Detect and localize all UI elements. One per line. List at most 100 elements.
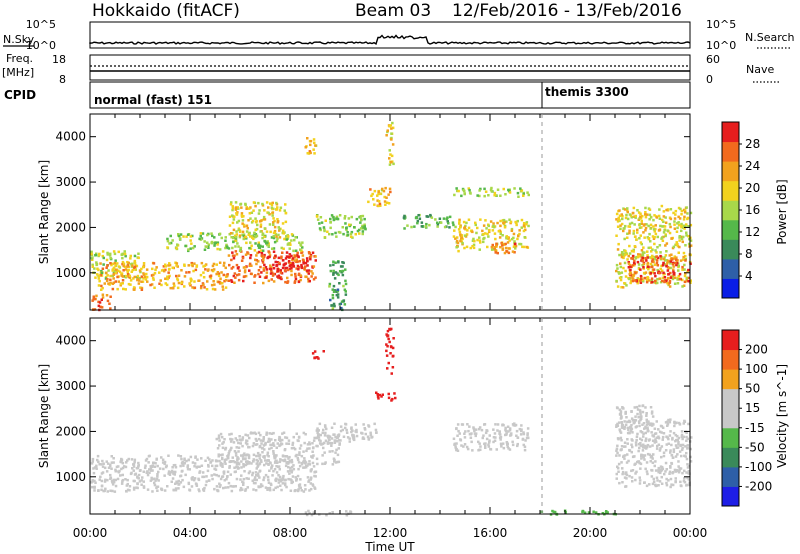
velocity-cell bbox=[352, 435, 355, 439]
power-cell bbox=[628, 277, 631, 281]
time-axis-label: Time UT bbox=[364, 540, 415, 554]
power-cell bbox=[235, 253, 239, 256]
power-cell bbox=[188, 271, 191, 274]
power-cell bbox=[645, 279, 649, 282]
velocity-cell bbox=[336, 436, 340, 439]
velocity-cell bbox=[330, 441, 334, 445]
velocity-cell bbox=[296, 458, 300, 462]
power-cell bbox=[527, 224, 530, 228]
velocity-cell bbox=[689, 460, 693, 463]
power-cell bbox=[246, 227, 249, 230]
velocity-cell bbox=[615, 477, 618, 480]
velocity-cell bbox=[236, 457, 239, 461]
velocity-cell bbox=[518, 427, 522, 431]
power-cell bbox=[343, 303, 347, 306]
power-cell bbox=[122, 264, 125, 268]
power-cell bbox=[479, 218, 482, 221]
power-cell bbox=[497, 230, 501, 233]
velocity-cell bbox=[638, 482, 642, 485]
power-cell bbox=[275, 201, 278, 205]
power-cell bbox=[390, 136, 393, 140]
velocity-cell bbox=[469, 433, 472, 436]
power-cell bbox=[244, 274, 248, 278]
power-cell bbox=[663, 256, 666, 259]
power-cell bbox=[668, 222, 672, 226]
power-cell bbox=[175, 262, 179, 265]
velocity-cell bbox=[305, 513, 309, 517]
power-cell bbox=[271, 274, 275, 277]
velocity-cell bbox=[627, 459, 630, 463]
velocity-cell bbox=[242, 465, 245, 468]
power-cell bbox=[403, 214, 406, 218]
power-cell bbox=[301, 246, 304, 249]
power-cell bbox=[266, 243, 269, 247]
power-cell bbox=[446, 220, 449, 223]
power-cell bbox=[218, 280, 222, 284]
velocity-cell bbox=[261, 451, 264, 454]
velocity-cell bbox=[179, 481, 183, 484]
power-cell bbox=[299, 248, 302, 251]
velocity-cell bbox=[674, 422, 677, 425]
velocity-cell bbox=[213, 467, 216, 471]
power-cell bbox=[382, 189, 386, 193]
power-cell bbox=[672, 245, 676, 249]
power-cell bbox=[361, 232, 364, 236]
power-cell bbox=[332, 284, 336, 288]
velocity-cell bbox=[464, 430, 467, 433]
velocity-cell bbox=[474, 432, 478, 435]
velocity-cell bbox=[620, 448, 623, 451]
velocity-cell bbox=[148, 454, 151, 458]
power-cell bbox=[262, 281, 265, 285]
power-cell bbox=[232, 228, 236, 232]
power-cell bbox=[623, 237, 626, 241]
velocity-cell bbox=[220, 435, 224, 439]
power-cell bbox=[460, 236, 463, 239]
power-cell bbox=[676, 278, 679, 281]
power-cell bbox=[314, 276, 317, 279]
velocity-cell bbox=[218, 439, 221, 442]
velocity-cell bbox=[289, 489, 293, 492]
power-cell bbox=[100, 269, 103, 273]
velocity-cell bbox=[620, 461, 623, 464]
power-cell bbox=[489, 188, 493, 191]
velocity-cell bbox=[105, 470, 109, 473]
y-tick-label: 4000 bbox=[55, 130, 86, 144]
velocity-ylabel: Slant Range [km] bbox=[37, 364, 51, 468]
power-cell bbox=[144, 278, 148, 281]
power-cell bbox=[230, 201, 233, 204]
power-cell bbox=[615, 269, 618, 273]
power-cell bbox=[349, 232, 353, 236]
velocity-cell bbox=[471, 449, 474, 452]
power-cell bbox=[129, 257, 132, 260]
velocity-cell bbox=[671, 483, 675, 487]
power-cell bbox=[391, 143, 395, 146]
power-cell bbox=[102, 263, 105, 266]
velocity-cell bbox=[217, 436, 221, 440]
power-cell bbox=[195, 265, 198, 268]
power-cell bbox=[687, 276, 691, 280]
power-cell bbox=[224, 246, 227, 250]
power-cell bbox=[293, 238, 296, 242]
power-cell bbox=[664, 221, 668, 224]
power-cell bbox=[645, 213, 649, 216]
power-cell bbox=[674, 209, 678, 213]
velocity-cell bbox=[634, 478, 637, 482]
power-cell bbox=[661, 218, 664, 222]
velocity-cell bbox=[328, 438, 331, 441]
power-cell bbox=[142, 265, 145, 269]
power-cell bbox=[507, 247, 511, 250]
power-cell bbox=[459, 225, 462, 229]
velocity-cell bbox=[641, 445, 645, 448]
power-cell bbox=[387, 202, 391, 205]
velocity-cell bbox=[513, 424, 517, 427]
velocity-cell bbox=[162, 467, 165, 471]
power-cell bbox=[686, 270, 689, 273]
power-cell bbox=[254, 204, 257, 208]
velocity-cell bbox=[689, 455, 692, 459]
power-cell bbox=[285, 238, 288, 241]
power-cell bbox=[294, 249, 298, 252]
power-cell bbox=[353, 226, 356, 229]
velocity-cell bbox=[255, 474, 258, 477]
power-cell bbox=[134, 268, 137, 271]
velocity-cell bbox=[324, 425, 327, 429]
